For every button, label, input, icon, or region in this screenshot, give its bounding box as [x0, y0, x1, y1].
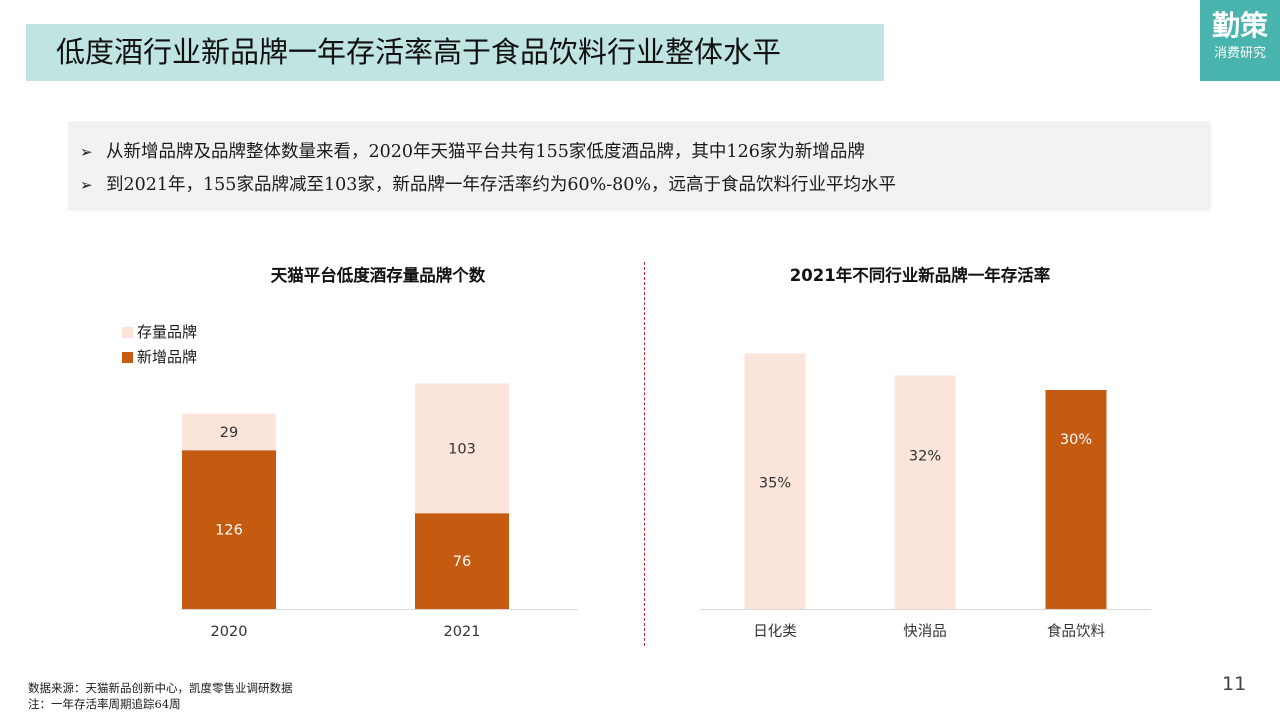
- bar-survival-rate: [894, 375, 956, 609]
- x-tick-label: 日化类: [753, 623, 797, 640]
- bar-survival-rate: [744, 353, 806, 609]
- x-tick-label: 2021: [444, 624, 481, 640]
- data-label-survival-rate: 32%: [909, 448, 941, 464]
- legend-item-new: 新增品牌: [122, 348, 197, 366]
- arrow-bullet-icon: ➢: [80, 143, 93, 161]
- brand-logo: 勤策 消费研究: [1200, 0, 1280, 81]
- legend-label-stock: 存量品牌: [137, 323, 198, 341]
- legend-item-stock: 存量品牌: [122, 323, 197, 341]
- page-number: 11: [1222, 673, 1247, 695]
- x-tick-label: 2020: [211, 624, 248, 640]
- legend-swatch-new: [122, 352, 133, 363]
- bar-stock-brands: [415, 383, 509, 514]
- bar-new-brands: [182, 450, 276, 609]
- legend-label-new: 新增品牌: [137, 348, 198, 366]
- source-note: 数据来源：天猫新品创新中心，凯度零售业调研数据: [28, 681, 293, 695]
- summary-bullet-text: 从新增品牌及品牌整体数量来看，2020年天猫平台共有155家低度酒品牌，其中12…: [106, 142, 865, 162]
- footnote: 注：一年存活率周期追踪64周: [28, 697, 181, 711]
- summary-bullet: ➢ 从新增品牌及品牌整体数量来看，2020年天猫平台共有155家低度酒品牌，其中1…: [80, 140, 865, 164]
- bar-survival-rate: [1045, 390, 1107, 609]
- arrow-bullet-icon: ➢: [80, 176, 93, 194]
- summary-bullet-text: 到2021年，155家品牌减至103家，新品牌一年存活率约为60%-80%，远高…: [106, 175, 897, 195]
- data-label-survival-rate: 35%: [759, 476, 791, 492]
- x-tick-label: 食品饮料: [1047, 623, 1105, 640]
- bar-stock-brands: [182, 413, 276, 451]
- data-label-stock-brands: 103: [448, 441, 476, 457]
- logo-sub-text: 消费研究: [1213, 46, 1266, 61]
- bar-new-brands: [415, 513, 509, 609]
- data-label-stock-brands: 29: [220, 425, 238, 441]
- x-tick-label: 快消品: [903, 623, 947, 640]
- summary-bullet: ➢ 到2021年，155家品牌减至103家，新品牌一年存活率约为60%-80%，远…: [80, 173, 896, 197]
- page-title: 低度酒行业新品牌一年存活率高于食品饮料行业整体水平: [56, 35, 782, 69]
- left-chart-title: 天猫平台低度酒存量品牌个数: [270, 266, 486, 285]
- title-bar: 低度酒行业新品牌一年存活率高于食品饮料行业整体水平: [26, 24, 884, 81]
- legend-swatch-stock: [122, 327, 133, 338]
- summary-box: ➢ 从新增品牌及品牌整体数量来看，2020年天猫平台共有155家低度酒品牌，其中1…: [68, 121, 1211, 211]
- data-label-new-brands: 126: [215, 523, 243, 539]
- chart-divider: [644, 262, 645, 646]
- data-label-new-brands: 76: [453, 554, 471, 570]
- right-chart-title: 2021年不同行业新品牌一年存活率: [789, 266, 1051, 285]
- data-label-survival-rate: 30%: [1060, 432, 1092, 448]
- logo-main-text: 勤策: [1211, 9, 1268, 42]
